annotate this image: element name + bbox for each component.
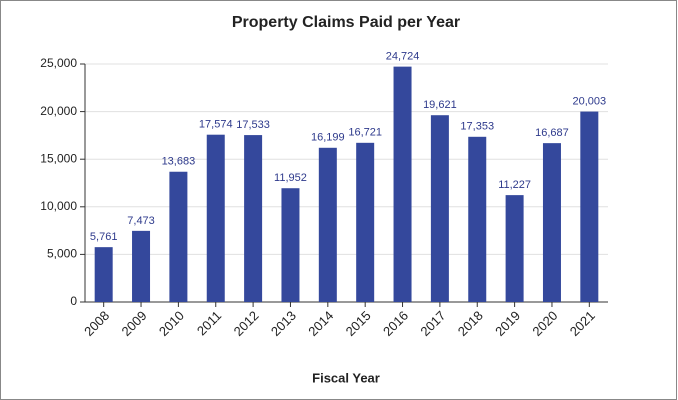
y-tick-label: 15,000 <box>40 151 77 165</box>
value-label: 16,721 <box>348 127 382 139</box>
bar <box>430 115 449 303</box>
bar <box>542 143 561 302</box>
bar <box>169 171 188 302</box>
chart-title: Property Claims Paid per Year <box>232 14 460 31</box>
value-label: 5,761 <box>90 231 118 243</box>
value-label: 17,533 <box>236 119 270 131</box>
bar <box>356 142 375 302</box>
y-tick-label: 0 <box>70 294 77 308</box>
y-tick-label: 25,000 <box>40 56 77 70</box>
y-tick-label: 5,000 <box>47 247 77 261</box>
y-tick-label: 20,000 <box>40 104 77 118</box>
bar <box>468 136 487 302</box>
bar <box>393 66 412 302</box>
value-label: 7,473 <box>127 215 155 227</box>
x-axis-label: Fiscal Year <box>312 370 380 385</box>
value-label: 16,687 <box>535 127 569 139</box>
value-label: 19,621 <box>423 99 457 111</box>
value-label: 20,003 <box>572 95 606 107</box>
bar <box>132 230 151 302</box>
bar <box>580 111 599 302</box>
bar <box>206 134 225 302</box>
bar <box>244 135 263 302</box>
bar <box>318 147 337 302</box>
value-label: 11,227 <box>498 179 531 191</box>
value-label: 17,574 <box>199 119 233 131</box>
bar <box>505 195 524 302</box>
bar <box>94 247 113 302</box>
value-label: 24,724 <box>386 51 420 63</box>
value-label: 17,353 <box>460 121 494 133</box>
y-tick-label: 10,000 <box>40 199 77 213</box>
value-label: 16,199 <box>311 132 345 144</box>
value-label: 11,952 <box>274 172 307 184</box>
value-label: 13,683 <box>162 156 196 168</box>
bar <box>281 188 300 302</box>
